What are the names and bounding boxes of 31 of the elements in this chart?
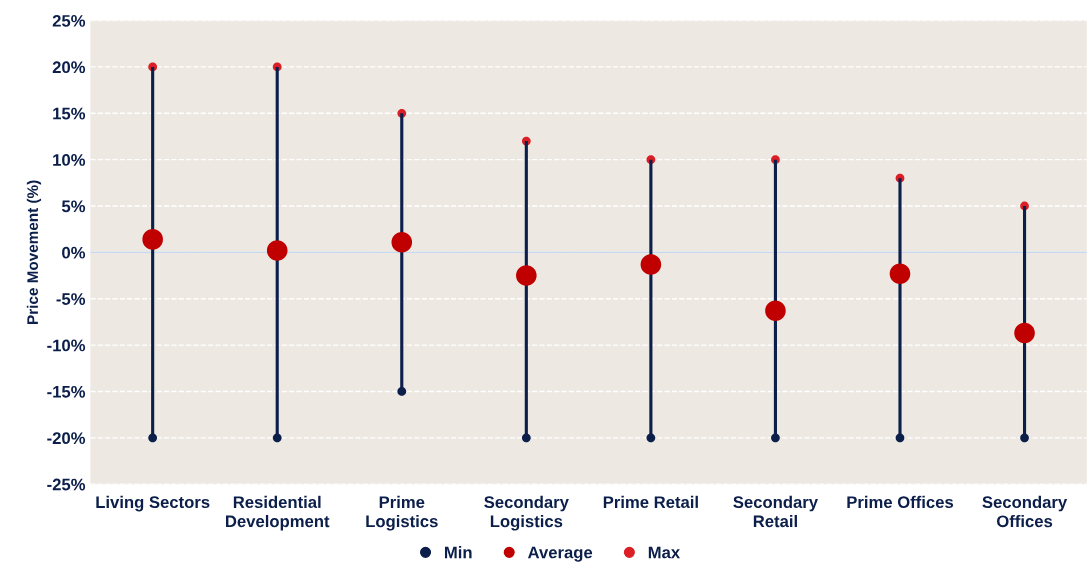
point [516, 265, 537, 286]
y-tick-label: -10% [47, 339, 86, 352]
legend-label: Average [527, 546, 593, 562]
y-tick-label: -5% [56, 293, 86, 305]
x-tick-label: Residential Development [226, 495, 330, 531]
x-tick-label: Prime Logistics [366, 495, 438, 531]
x-tick-label: Prime Retail [603, 495, 698, 509]
y-tick-label: -20% [47, 432, 86, 445]
point [889, 263, 911, 285]
x-tick-label: Secondary Retail [733, 495, 818, 528]
point [765, 300, 786, 322]
y-tick-label: 0% [62, 246, 86, 259]
legend-label: Min [444, 546, 472, 559]
y-axis-title: Price Movement (%) [26, 180, 42, 324]
y-tick-label: 15% [53, 107, 86, 120]
point [142, 229, 163, 250]
point [266, 240, 288, 261]
x-tick-label: Prime Offices [847, 495, 954, 509]
point [1014, 322, 1035, 344]
y-tick-label: 10% [53, 154, 86, 166]
y-tick-label: 20% [52, 61, 86, 74]
legend-label: Max [648, 546, 681, 559]
point [640, 254, 662, 275]
x-tick-label: Secondary Offices [982, 495, 1068, 528]
y-tick-label: 25% [52, 14, 86, 27]
y-tick-label: 5% [61, 200, 86, 213]
x-tick-label: Secondary Logistics [484, 495, 569, 531]
x-tick-label: Living Sectors [96, 495, 210, 512]
y-tick-label: -15% [47, 385, 86, 398]
y-tick-label: -25% [47, 478, 86, 491]
point [391, 231, 413, 253]
